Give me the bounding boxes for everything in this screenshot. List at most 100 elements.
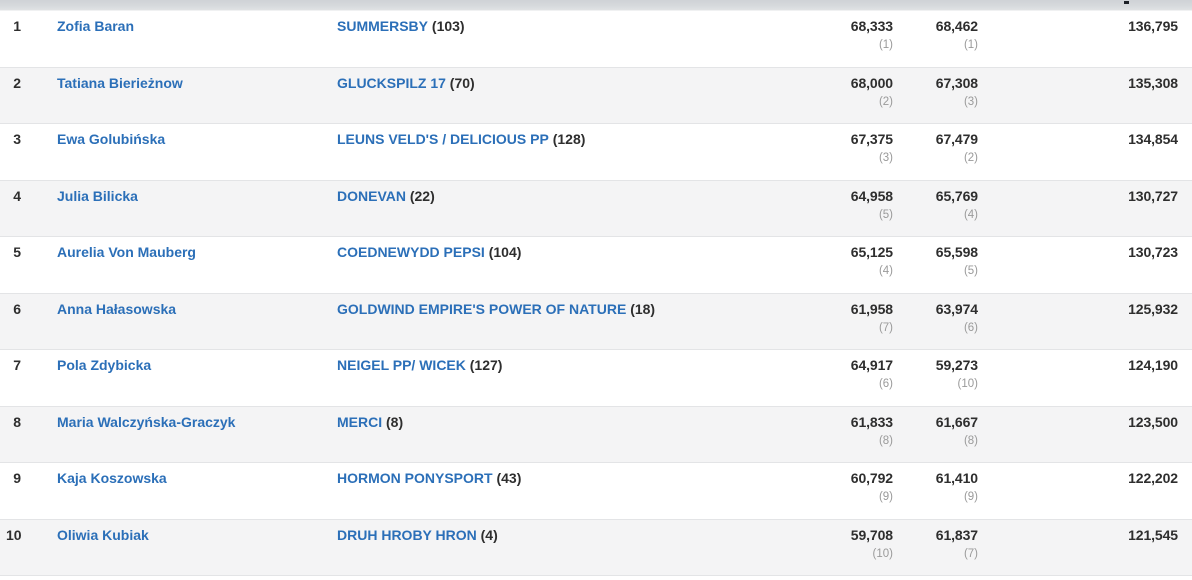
total-cell: 125,932 xyxy=(978,300,1178,319)
rider-link[interactable]: Julia Bilicka xyxy=(57,187,138,204)
horse-cell: SUMMERSBY (103) xyxy=(337,17,803,36)
total-value: 136,795 xyxy=(1128,18,1178,34)
score2-rank: (7) xyxy=(963,547,978,560)
score2-value: 59,273 xyxy=(935,357,978,373)
score1-rank: (4) xyxy=(878,265,893,277)
horse-link[interactable]: GLUCKSPILZ 17 xyxy=(337,74,446,91)
score2-cell: 68,462 (1) xyxy=(893,17,978,55)
rider-link[interactable]: Aurelia Von Mauberg xyxy=(57,244,196,260)
score2-value: 61,667 xyxy=(935,413,978,430)
horse-number: (128) xyxy=(552,131,586,147)
horse-link[interactable]: COEDNEWYDD PEPSI xyxy=(337,244,485,260)
score1-value: 64,958 xyxy=(850,187,893,204)
table-row: 3 Ewa Golubińska LEUNS VELD'S / DELICIOU… xyxy=(0,124,1192,181)
score1-value: 59,708 xyxy=(850,526,893,543)
total-value: 130,723 xyxy=(1128,244,1178,260)
rider-link[interactable]: Oliwia Kubiak xyxy=(57,526,149,543)
table-row: 9 Kaja Koszowska HORMON PONYSPORT (43) 6… xyxy=(0,463,1192,520)
score1-cell: 64,958 (5) xyxy=(803,187,893,225)
score1-value: 65,125 xyxy=(850,244,893,260)
score1-rank: (8) xyxy=(878,434,893,447)
horse-number: (70) xyxy=(449,74,475,91)
rank-cell: 1 xyxy=(13,18,21,34)
rank-cell: 10 xyxy=(6,526,22,543)
rider-cell: Zofia Baran xyxy=(57,17,337,36)
score1-cell: 61,833 (8) xyxy=(803,413,893,451)
total-cell: 122,202 xyxy=(978,469,1178,488)
horse-cell: GOLDWIND EMPIRE'S POWER OF NATURE (18) xyxy=(337,300,803,319)
score2-rank: (10) xyxy=(957,378,978,390)
score1-value: 67,375 xyxy=(850,131,893,147)
total-value: 121,545 xyxy=(1128,526,1178,543)
score1-value: 68,000 xyxy=(850,74,893,91)
score1-cell: 68,333 (1) xyxy=(803,17,893,55)
table-row: 2 Tatiana Bierieżnow GLUCKSPILZ 17 (70) … xyxy=(0,67,1192,124)
horse-link[interactable]: GOLDWIND EMPIRE'S POWER OF NATURE xyxy=(337,300,627,317)
rider-link[interactable]: Tatiana Bierieżnow xyxy=(57,74,183,91)
score1-rank: (7) xyxy=(878,321,893,334)
score1-value: 64,917 xyxy=(850,357,893,373)
rider-link[interactable]: Kaja Koszowska xyxy=(57,470,167,486)
score1-rank: (1) xyxy=(878,39,893,51)
rank-cell: 6 xyxy=(13,300,21,317)
score2-cell: 61,837 (7) xyxy=(893,526,978,564)
horse-number: (103) xyxy=(431,18,465,34)
score2-value: 63,974 xyxy=(935,300,978,317)
score2-rank: (4) xyxy=(963,208,978,221)
score2-cell: 59,273 (10) xyxy=(893,356,978,394)
score2-cell: 61,410 (9) xyxy=(893,469,978,507)
rider-link[interactable]: Maria Walczyńska-Graczyk xyxy=(57,413,236,430)
rider-cell: Tatiana Bierieżnow xyxy=(57,74,337,93)
table-row: 6 Anna Hałasowska GOLDWIND EMPIRE'S POWE… xyxy=(0,293,1192,350)
score2-value: 68,462 xyxy=(935,18,978,34)
rider-cell: Kaja Koszowska xyxy=(57,469,337,488)
score2-rank: (3) xyxy=(963,95,978,108)
score2-value: 65,769 xyxy=(935,187,978,204)
score1-rank: (6) xyxy=(878,378,893,390)
rank-cell: 8 xyxy=(13,413,21,430)
rider-link[interactable]: Ewa Golubińska xyxy=(57,131,166,147)
score1-rank: (3) xyxy=(878,152,893,164)
score1-cell: 64,917 (6) xyxy=(803,356,893,394)
table-header-clipped xyxy=(0,0,1192,11)
sort-caret-icon xyxy=(1124,1,1129,4)
table-row: 10 Oliwia Kubiak DRUH HROBY HRON (4) 59,… xyxy=(0,519,1192,576)
score1-rank: (5) xyxy=(878,208,893,221)
score1-cell: 60,792 (9) xyxy=(803,469,893,507)
rank-cell: 3 xyxy=(13,131,21,147)
horse-link[interactable]: NEIGEL PP/ WICEK xyxy=(337,357,466,373)
horse-link[interactable]: DRUH HROBY HRON xyxy=(337,526,477,543)
horse-number: (8) xyxy=(386,413,404,430)
score1-rank: (9) xyxy=(878,491,893,503)
horse-cell: DRUH HROBY HRON (4) xyxy=(337,526,803,545)
horse-link[interactable]: MERCI xyxy=(337,413,383,430)
rider-cell: Julia Bilicka xyxy=(57,187,337,206)
total-cell: 134,854 xyxy=(978,130,1178,149)
rider-link[interactable]: Pola Zdybicka xyxy=(57,357,152,373)
horse-link[interactable]: DONEVAN xyxy=(337,187,406,204)
horse-link[interactable]: LEUNS VELD'S / DELICIOUS PP xyxy=(337,131,549,147)
horse-number: (104) xyxy=(488,244,522,260)
score2-cell: 63,974 (6) xyxy=(893,300,978,338)
table-row: 5 Aurelia Von Mauberg COEDNEWYDD PEPSI (… xyxy=(0,237,1192,294)
score1-cell: 59,708 (10) xyxy=(803,526,893,564)
score1-cell: 67,375 (3) xyxy=(803,130,893,168)
score2-value: 61,837 xyxy=(935,526,978,543)
total-value: 124,190 xyxy=(1128,357,1178,373)
horse-cell: COEDNEWYDD PEPSI (104) xyxy=(337,243,803,262)
horse-cell: LEUNS VELD'S / DELICIOUS PP (128) xyxy=(337,130,803,149)
total-cell: 130,723 xyxy=(978,243,1178,262)
rider-cell: Ewa Golubińska xyxy=(57,130,337,149)
total-cell: 124,190 xyxy=(978,356,1178,375)
rank-cell: 7 xyxy=(13,357,21,373)
horse-link[interactable]: SUMMERSBY xyxy=(337,18,429,34)
total-value: 135,308 xyxy=(1128,74,1178,91)
score1-cell: 65,125 (4) xyxy=(803,243,893,281)
score1-rank: (10) xyxy=(872,547,893,560)
score2-cell: 65,598 (5) xyxy=(893,243,978,281)
rider-link[interactable]: Zofia Baran xyxy=(57,18,135,34)
rider-link[interactable]: Anna Hałasowska xyxy=(57,300,177,317)
total-cell: 130,727 xyxy=(978,187,1178,206)
horse-link[interactable]: HORMON PONYSPORT xyxy=(337,470,493,486)
